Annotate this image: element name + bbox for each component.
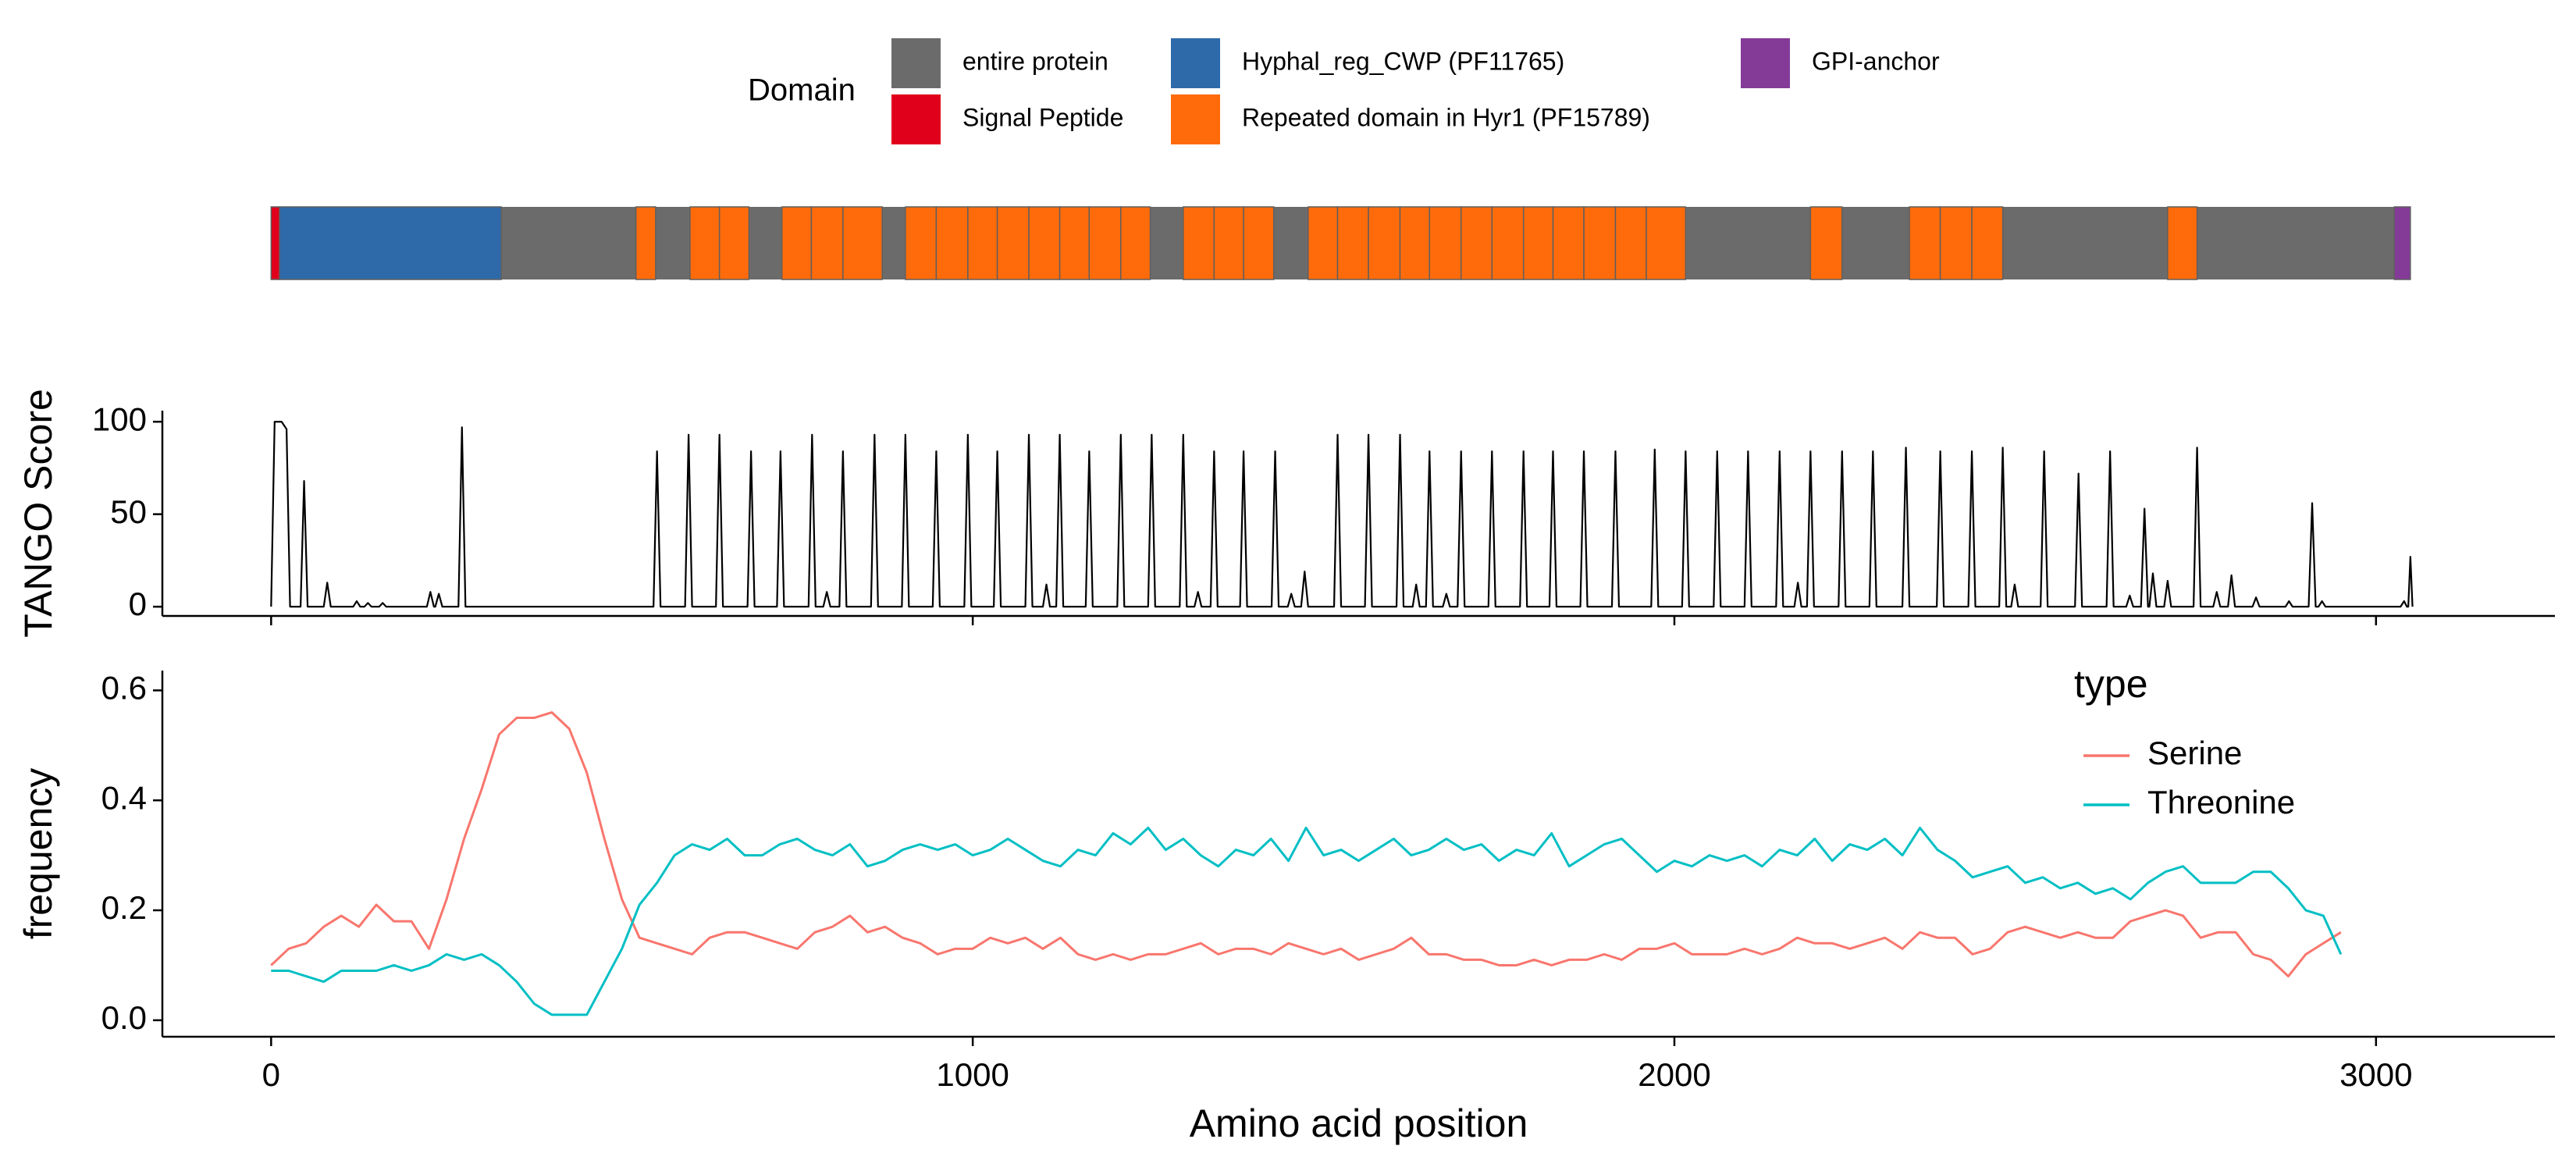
domain-segment: [935, 206, 969, 280]
y-tick-label: 0.2: [101, 889, 147, 926]
domain-segment: [1059, 206, 1091, 280]
domain-segment: [1614, 206, 1647, 280]
domain-segment: [1183, 206, 1215, 280]
domain-segment: [2393, 206, 2411, 280]
y-axis-title: frequency: [16, 768, 60, 940]
domain-segment: [1399, 206, 1431, 280]
domain-segment: [1336, 206, 1369, 280]
y-tick-label: 50: [110, 493, 147, 530]
domain-segment: [270, 206, 280, 280]
domain-segment: [1368, 206, 1401, 280]
legend-title: Domain: [748, 73, 856, 108]
legend-label: Threonine: [2147, 784, 2295, 820]
data-line: [270, 421, 2414, 608]
domain-segment: [1646, 206, 1687, 280]
domain-segment: [842, 206, 883, 280]
domain-segment: [1491, 206, 1525, 280]
domain-segment: [1028, 206, 1061, 280]
legend-key: [1739, 37, 1791, 90]
domain-segment: [718, 206, 750, 280]
domain-segment: [1583, 206, 1617, 280]
domain-segment: [996, 206, 1030, 280]
domain-segment: [1243, 206, 1275, 280]
legend-label: Hyphal_reg_CWP (PF11765): [1242, 47, 1564, 75]
domain-segment: [1809, 206, 1843, 280]
legend-title: type: [2074, 662, 2148, 706]
y-tick-label: 0.6: [101, 669, 147, 706]
legend-label: entire protein: [962, 47, 1108, 75]
legend-label: Repeated domain in Hyr1 (PF15789): [1242, 103, 1650, 131]
domain-segment: [905, 206, 938, 280]
domain-segment: [1552, 206, 1585, 280]
x-tick-label: 0: [262, 1056, 280, 1093]
legend-key: [890, 93, 942, 146]
y-tick-label: 0.0: [101, 999, 147, 1036]
x-tick-label: 3000: [2339, 1056, 2412, 1093]
domain-segment: [1460, 206, 1493, 280]
domain-segment: [635, 206, 656, 280]
domain-segment: [1120, 206, 1151, 280]
legend-label: GPI-anchor: [1812, 47, 1940, 75]
domain-segment: [1939, 206, 1973, 280]
domain-segment: [279, 206, 502, 280]
y-tick-label: 100: [92, 400, 147, 437]
domain-segment: [1213, 206, 1244, 280]
domain-segment: [967, 206, 998, 280]
data-line: [270, 711, 2342, 978]
legend-key: [1169, 37, 1222, 90]
y-axis-title: TANGO Score: [16, 389, 60, 638]
legend-label: Signal Peptide: [962, 103, 1123, 131]
domain-segment: [1429, 206, 1462, 280]
domain-segment: [1909, 206, 1941, 280]
domain-segment: [1088, 206, 1122, 280]
domain-segment: [2167, 206, 2198, 280]
x-tick-label: 2000: [1638, 1056, 1710, 1093]
domain-segment: [1308, 206, 1339, 280]
domain-segment: [781, 206, 813, 280]
domain-segment: [1971, 206, 2004, 280]
x-axis-title: Amino acid position: [1190, 1102, 1528, 1145]
y-tick-label: 0.4: [101, 779, 147, 816]
y-tick-label: 0: [129, 586, 147, 622]
domain-segment: [810, 206, 844, 280]
legend-label: Serine: [2147, 735, 2242, 771]
domain-segment: [1522, 206, 1554, 280]
x-tick-label: 1000: [936, 1056, 1009, 1093]
domain-segment: [689, 206, 720, 280]
legend-key: [1169, 93, 1222, 146]
data-line: [271, 826, 2343, 1016]
legend-key: [890, 37, 942, 90]
